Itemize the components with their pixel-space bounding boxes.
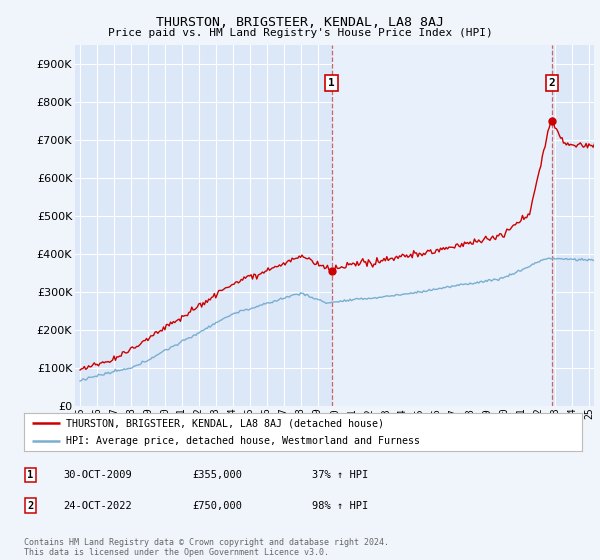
Text: 2: 2: [27, 501, 33, 511]
Bar: [332, 45, 552, 406]
Text: Contains HM Land Registry data © Crown copyright and database right 2024.
This d: Contains HM Land Registry data © Crown c…: [24, 538, 389, 557]
Text: 2: 2: [548, 78, 555, 88]
Text: £750,000: £750,000: [192, 501, 242, 511]
Text: Price paid vs. HM Land Registry's House Price Index (HPI): Price paid vs. HM Land Registry's House …: [107, 28, 493, 38]
Text: HPI: Average price, detached house, Westmorland and Furness: HPI: Average price, detached house, West…: [66, 436, 420, 446]
Text: £355,000: £355,000: [192, 470, 242, 480]
Text: 98% ↑ HPI: 98% ↑ HPI: [312, 501, 368, 511]
Text: THURSTON, BRIGSTEER, KENDAL, LA8 8AJ (detached house): THURSTON, BRIGSTEER, KENDAL, LA8 8AJ (de…: [66, 418, 384, 428]
Text: 1: 1: [328, 78, 335, 88]
Text: THURSTON, BRIGSTEER, KENDAL, LA8 8AJ: THURSTON, BRIGSTEER, KENDAL, LA8 8AJ: [156, 16, 444, 29]
Text: 37% ↑ HPI: 37% ↑ HPI: [312, 470, 368, 480]
Text: 24-OCT-2022: 24-OCT-2022: [63, 501, 132, 511]
Text: 1: 1: [27, 470, 33, 480]
Text: 30-OCT-2009: 30-OCT-2009: [63, 470, 132, 480]
